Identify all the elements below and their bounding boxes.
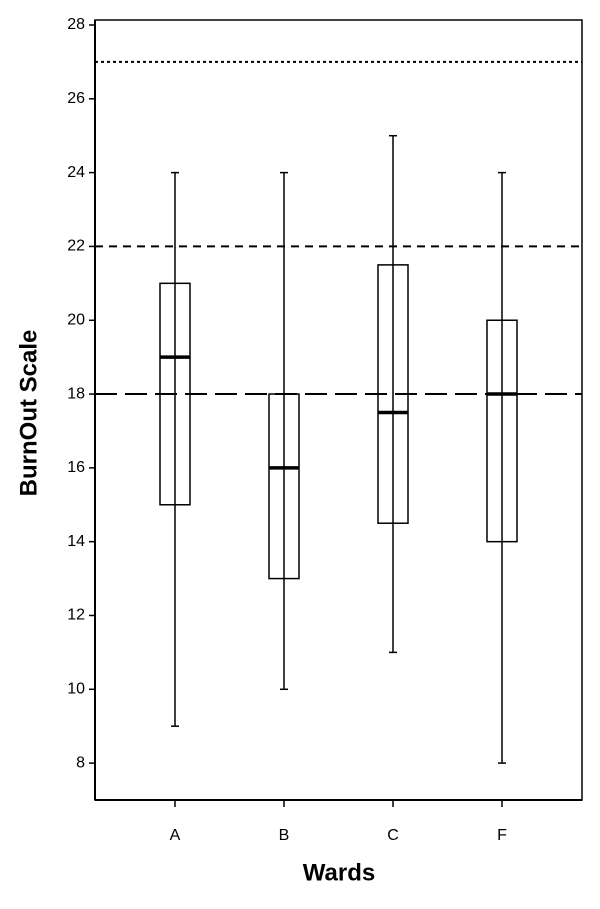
y-tick-label: 20	[67, 311, 85, 328]
box	[159, 282, 191, 506]
box	[486, 319, 518, 543]
y-tick-label: 26	[67, 90, 85, 107]
plot-frame	[94, 19, 583, 801]
x-tick-label: C	[387, 827, 399, 844]
y-tick-label: 10	[67, 681, 85, 698]
box	[268, 393, 300, 580]
y-axis-title: BurnOut Scale	[15, 330, 42, 497]
x-tick-label: A	[170, 827, 181, 844]
y-tick-label: 24	[67, 164, 85, 181]
y-tick-label: 8	[76, 754, 85, 771]
y-tick-label: 22	[67, 238, 85, 255]
x-tick-label: F	[497, 827, 507, 844]
box	[377, 264, 409, 524]
y-tick-label: 12	[67, 607, 85, 624]
x-tick-label: B	[279, 827, 290, 844]
y-tick-label: 14	[67, 533, 85, 550]
y-tick-label: 16	[67, 459, 85, 476]
y-tick-label: 28	[67, 16, 85, 33]
x-axis-title: Wards	[303, 859, 375, 886]
y-tick-label: 18	[67, 385, 85, 402]
